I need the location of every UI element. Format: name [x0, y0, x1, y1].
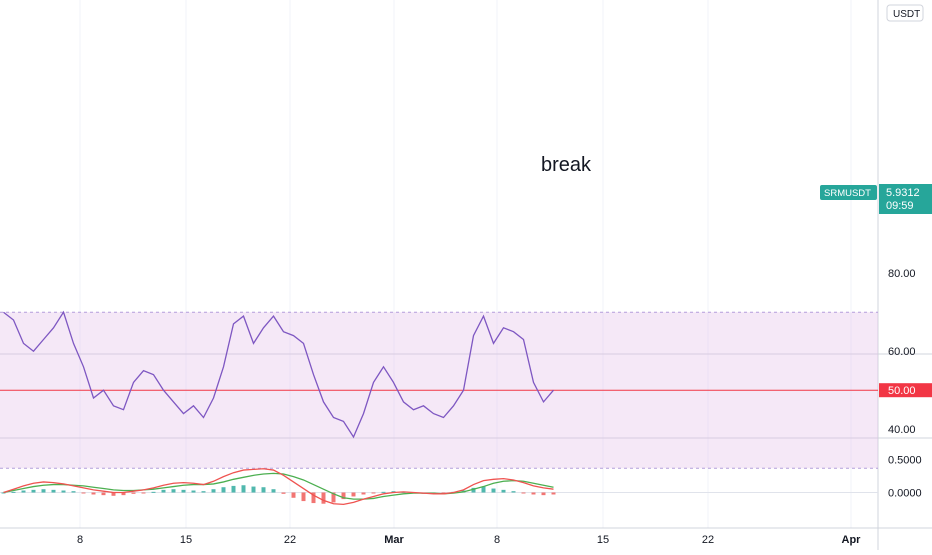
- macd-hist-bar: [61, 490, 66, 493]
- macd-hist-bar: [441, 492, 446, 494]
- time-tick-label: Mar: [384, 534, 404, 546]
- macd-hist-bar: [11, 491, 16, 493]
- macd-hist-bar: [221, 487, 226, 493]
- macd-hist-bar: [31, 489, 36, 493]
- symbol-badge-label: SRMUSDT: [824, 188, 871, 199]
- macd-hist-bar: [191, 490, 196, 493]
- symbol-badge-box: [820, 185, 877, 200]
- macd-hist-bar: [41, 489, 46, 493]
- rsi-current-label: 50.00: [888, 385, 916, 397]
- macd-hist-bar: [141, 492, 146, 494]
- macd-hist-bar: [201, 491, 206, 493]
- rsi-pane: [0, 310, 878, 469]
- currency-badge-label: USDT: [893, 9, 920, 20]
- live-price-label: 5.9312: [886, 187, 920, 199]
- macd-hist-bar: [161, 489, 166, 493]
- currency-badge-box: [886, 4, 924, 22]
- macd-hist-bar: [251, 486, 256, 493]
- time-tick-label: 22: [702, 534, 714, 546]
- macd-hist-bar: [301, 492, 306, 502]
- countdown-label: 09:59: [886, 200, 914, 212]
- macd-hist-bar: [81, 492, 86, 494]
- time-tick-label: 8: [494, 534, 500, 546]
- macd-tick-label: 0.0000: [888, 488, 922, 500]
- time-tick-label: 15: [180, 534, 192, 546]
- macd-hist-bar: [51, 489, 56, 493]
- live-price-box: [879, 184, 932, 214]
- macd-hist-bar: [361, 492, 366, 495]
- macd-hist-bar: [531, 492, 536, 495]
- macd-hist-bar: [311, 492, 316, 504]
- macd-hist-bar: [101, 492, 106, 496]
- time-tick-label: Apr: [842, 534, 862, 546]
- macd-hist-bar: [321, 492, 326, 504]
- macd-hist-bar: [331, 492, 336, 503]
- macd-hist-bar: [91, 492, 96, 495]
- macd-hist-bar: [111, 492, 116, 496]
- macd-hist-bar: [211, 489, 216, 493]
- macd-hist-bar: [491, 488, 496, 493]
- macd-hist-bar: [271, 489, 276, 493]
- macd-hist-bar: [231, 485, 236, 493]
- macd-hist-bar: [521, 492, 526, 494]
- macd-pane: [0, 468, 878, 506]
- macd-hist-bar: [261, 487, 266, 493]
- macd-hist-bar: [371, 492, 376, 494]
- macd-hist-bar: [351, 492, 356, 497]
- macd-hist-bar: [71, 491, 76, 493]
- rsi-tick-label: 40.00: [888, 424, 916, 436]
- macd-hist-bar: [501, 489, 506, 493]
- macd-hist-bar: [511, 491, 516, 493]
- rsi-tick-label: 80.00: [888, 268, 916, 280]
- macd-hist-bar: [171, 489, 176, 493]
- macd-hist-bar: [391, 491, 396, 493]
- macd-hist-bar: [241, 485, 246, 493]
- macd-hist-bar: [181, 489, 186, 493]
- macd-hist-bar: [291, 492, 296, 498]
- price-axis[interactable]: 3.65004.00004.40004.80005.20005.60006.00…: [820, 0, 932, 500]
- macd-hist-bar: [381, 491, 386, 493]
- rsi-tick-label: 60.00: [888, 346, 916, 358]
- macd-hist-bar: [281, 492, 286, 494]
- macd-hist-bar: [131, 492, 136, 494]
- time-tick-label: 15: [597, 534, 609, 546]
- rsi-current-box: [879, 383, 932, 398]
- macd-hist-bar: [1, 492, 6, 494]
- time-tick-label: 8: [77, 534, 83, 546]
- macd-signal-line: [3, 472, 554, 500]
- macd-hist-bar: [21, 490, 26, 493]
- macd-hist-bar: [121, 492, 126, 496]
- time-tick-label: 22: [284, 534, 296, 546]
- macd-hist-bar: [541, 492, 546, 496]
- macd-hist-bar: [471, 487, 476, 493]
- break-annotation: break: [541, 154, 592, 176]
- macd-hist-bar: [551, 492, 556, 495]
- macd-tick-label: 0.5000: [888, 455, 922, 467]
- macd-line: [3, 468, 554, 506]
- time-axis[interactable]: 8 15 22 Mar 8 15 22 Apr: [77, 534, 861, 546]
- macd-hist-bar: [341, 492, 346, 500]
- rsi-line: [3, 310, 554, 439]
- macd-hist-bar: [481, 486, 486, 493]
- macd-hist-bar: [151, 491, 156, 493]
